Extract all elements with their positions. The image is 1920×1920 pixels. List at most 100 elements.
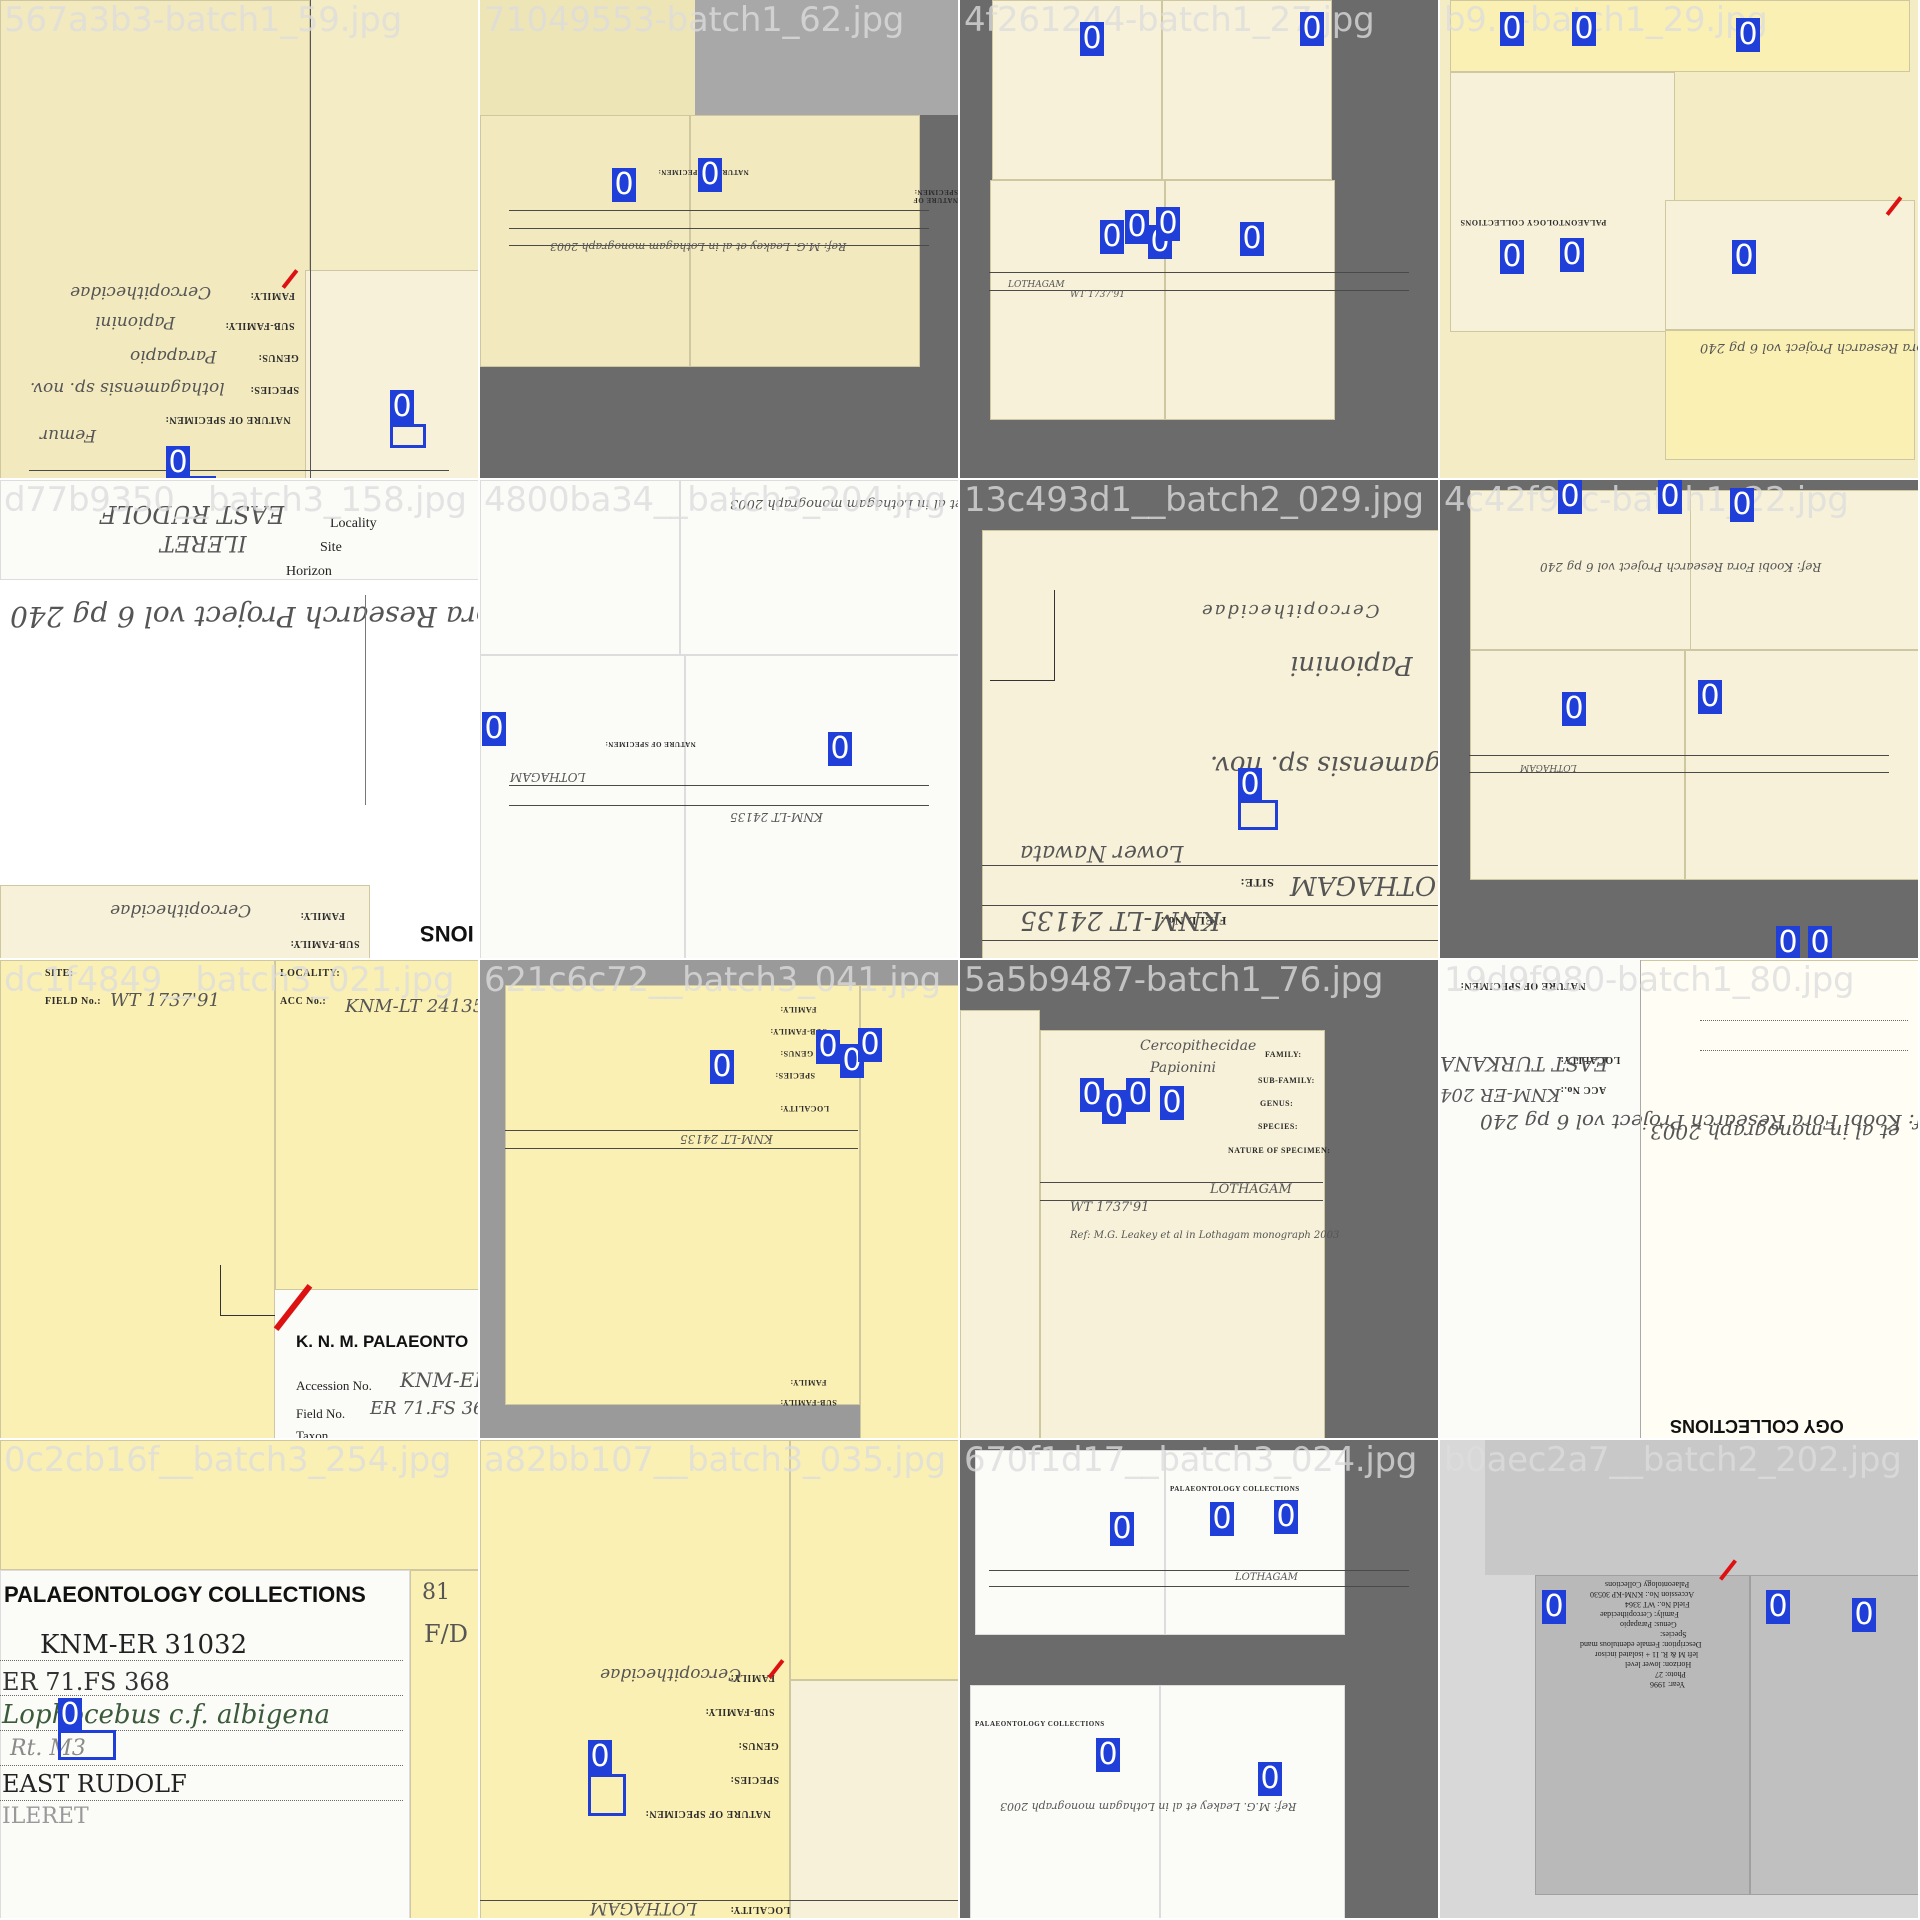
- tile: Cercopithecidae Papionini lothagamensis …: [960, 480, 1440, 960]
- detection-label: 0: [1560, 238, 1584, 272]
- specimen-card: [992, 0, 1162, 180]
- detection-label: 0: [1238, 768, 1262, 802]
- specimen-card: [1665, 330, 1915, 460]
- handwritten-text: F/D: [424, 1620, 468, 1648]
- card-rule: [988, 290, 1410, 291]
- handwritten-text: ILERET: [2, 1804, 89, 1829]
- card-label: Taxon: [296, 1428, 329, 1440]
- handwritten-text: Lophocebus c.f. albigena: [2, 1700, 331, 1730]
- detection-label: 0: [1658, 480, 1682, 514]
- handwritten-text: Ref: Koobi Fora Research Project vol 6 p…: [1700, 340, 1918, 355]
- specimen-card: [1440, 960, 1640, 1438]
- card-label: GENUS:: [258, 352, 299, 363]
- specimen-card: [275, 1290, 478, 1438]
- card-rule: [988, 272, 1410, 273]
- specimen-card: [305, 270, 478, 478]
- specimen-card: [410, 1570, 478, 1918]
- detection-label: 0: [1258, 1762, 1282, 1796]
- card-rule: [982, 865, 1438, 866]
- tile: PALAEONTOLOGY COLLECTIONS 81 F/D KNM-ER …: [0, 1440, 480, 1920]
- specimen-card: [480, 480, 680, 655]
- detection-label: 0: [1300, 12, 1324, 46]
- card-label: Field No.: [296, 1406, 346, 1421]
- handwritten-text: Ref: M.G. Leakey et al in Lothagam monog…: [1070, 1230, 1340, 1241]
- specimen-card: [970, 1685, 1160, 1918]
- handwritten-text: WT 1737'91: [1070, 290, 1125, 300]
- specimen-card: [975, 1450, 1165, 1635]
- tile: PALAEONTOLOGY COLLECTIONS Ref: Koobi For…: [1440, 0, 1920, 480]
- detection-box: [166, 476, 216, 478]
- detection-label: 0: [482, 712, 506, 746]
- specimen-card: [480, 1440, 790, 1918]
- tile: NATURE OF SPECIMEN: LOTHAGAM KNM-LT 2413…: [480, 480, 960, 960]
- specimen-card: [480, 655, 685, 958]
- card-title: K. N. M. PALAEONTO: [296, 1332, 469, 1351]
- card-label: Horizon: [286, 564, 332, 579]
- detection-label: 0: [1500, 12, 1524, 46]
- typed-line: Species:: [1660, 1630, 1687, 1639]
- card-label: FAMILY:: [1265, 1050, 1302, 1059]
- card-label: ACC No.:: [280, 996, 327, 1007]
- card-title: IONS: [420, 921, 474, 946]
- dotted-rule: [1700, 1050, 1908, 1051]
- detection-label: 0: [1776, 926, 1800, 958]
- detection-label: 0: [1100, 220, 1124, 254]
- detection-label: 0: [1852, 1598, 1876, 1632]
- tile: Palaeontology Collections Accession No.:…: [1440, 1440, 1920, 1920]
- typed-line: Horizon: lower level: [1625, 1660, 1692, 1669]
- detection-label: 0: [1732, 240, 1756, 274]
- tile-filename: 13c493d1__batch2_029.jpg: [964, 480, 1424, 520]
- handwritten-text: KNM-ER 31032: [40, 1630, 248, 1660]
- card-rule: [508, 245, 930, 246]
- card-rule: [508, 228, 930, 229]
- handwritten-text: Cercopithecidae: [70, 282, 212, 302]
- card-rule: [505, 1148, 858, 1149]
- card-corner-box: [220, 1265, 276, 1316]
- card-label: SITE:: [45, 968, 74, 979]
- card-label: Locality: [330, 516, 377, 531]
- card-label: SUB-FAMILY:: [225, 320, 295, 331]
- tile: FAMILY: SUB-FAMILY: GENUS: SPECIES: NATU…: [0, 0, 480, 480]
- detection-label: 0: [1562, 692, 1586, 726]
- card-edge: [365, 595, 366, 805]
- card-rule: [480, 1900, 958, 1901]
- card-label: FAMILY:: [250, 290, 295, 301]
- specimen-card: [1665, 200, 1915, 330]
- detection-label: 0: [1240, 222, 1264, 256]
- card-rule: [508, 805, 930, 806]
- specimen-card: [790, 1440, 958, 1680]
- card-label: Site: [320, 540, 342, 555]
- card-rule: [508, 210, 930, 211]
- specimen-card: [0, 0, 310, 478]
- card-corner-box: [990, 590, 1055, 681]
- specimen-card: [0, 1440, 478, 1570]
- card-label: LOCALITY:: [780, 1104, 830, 1113]
- detection-label: 0: [1736, 18, 1760, 52]
- specimen-card: [0, 885, 370, 958]
- handwritten-text: Cercopithecidae: [600, 1664, 742, 1684]
- tile: Locality Site Horizon EAST RUDOLF ILERET…: [0, 480, 480, 960]
- detection-box: [1238, 800, 1278, 830]
- card-label: FAMILY:: [790, 1378, 827, 1387]
- detection-label: 0: [1160, 1086, 1184, 1120]
- card-label: SUB-FAMILY:: [780, 1398, 837, 1407]
- typed-line: left M & R. I1 + isolated incisor: [1595, 1650, 1699, 1659]
- specimen-card: [480, 115, 690, 367]
- handwritten-text: Cercopithecidae: [1140, 1038, 1257, 1054]
- typed-line: Family: Cercopithecidae: [1600, 1610, 1679, 1619]
- handwritten-text: lothagamensis sp. nov.: [30, 378, 225, 398]
- card-label: SUB-FAMILY:: [705, 1706, 775, 1717]
- handwritten-text: LOTHAGAM: [1210, 1182, 1292, 1197]
- dotted-rule: [0, 1660, 403, 1661]
- detection-label: 0: [1080, 1078, 1104, 1112]
- card-label: NATURE OF SPECIMEN:: [1228, 1146, 1331, 1155]
- detection-label: 0: [710, 1050, 734, 1084]
- specimen-card: [1690, 490, 1918, 650]
- card-rule: [988, 1570, 1410, 1571]
- card-rule: [508, 785, 930, 786]
- tile: SITE: FIELD No.: WT 1737'91 LOCALITY: AC…: [0, 960, 480, 1440]
- detection-label: 0: [1808, 926, 1832, 958]
- specimen-card: [685, 655, 958, 958]
- detection-label: 0: [1558, 480, 1582, 514]
- specimen-card: [1160, 1685, 1345, 1918]
